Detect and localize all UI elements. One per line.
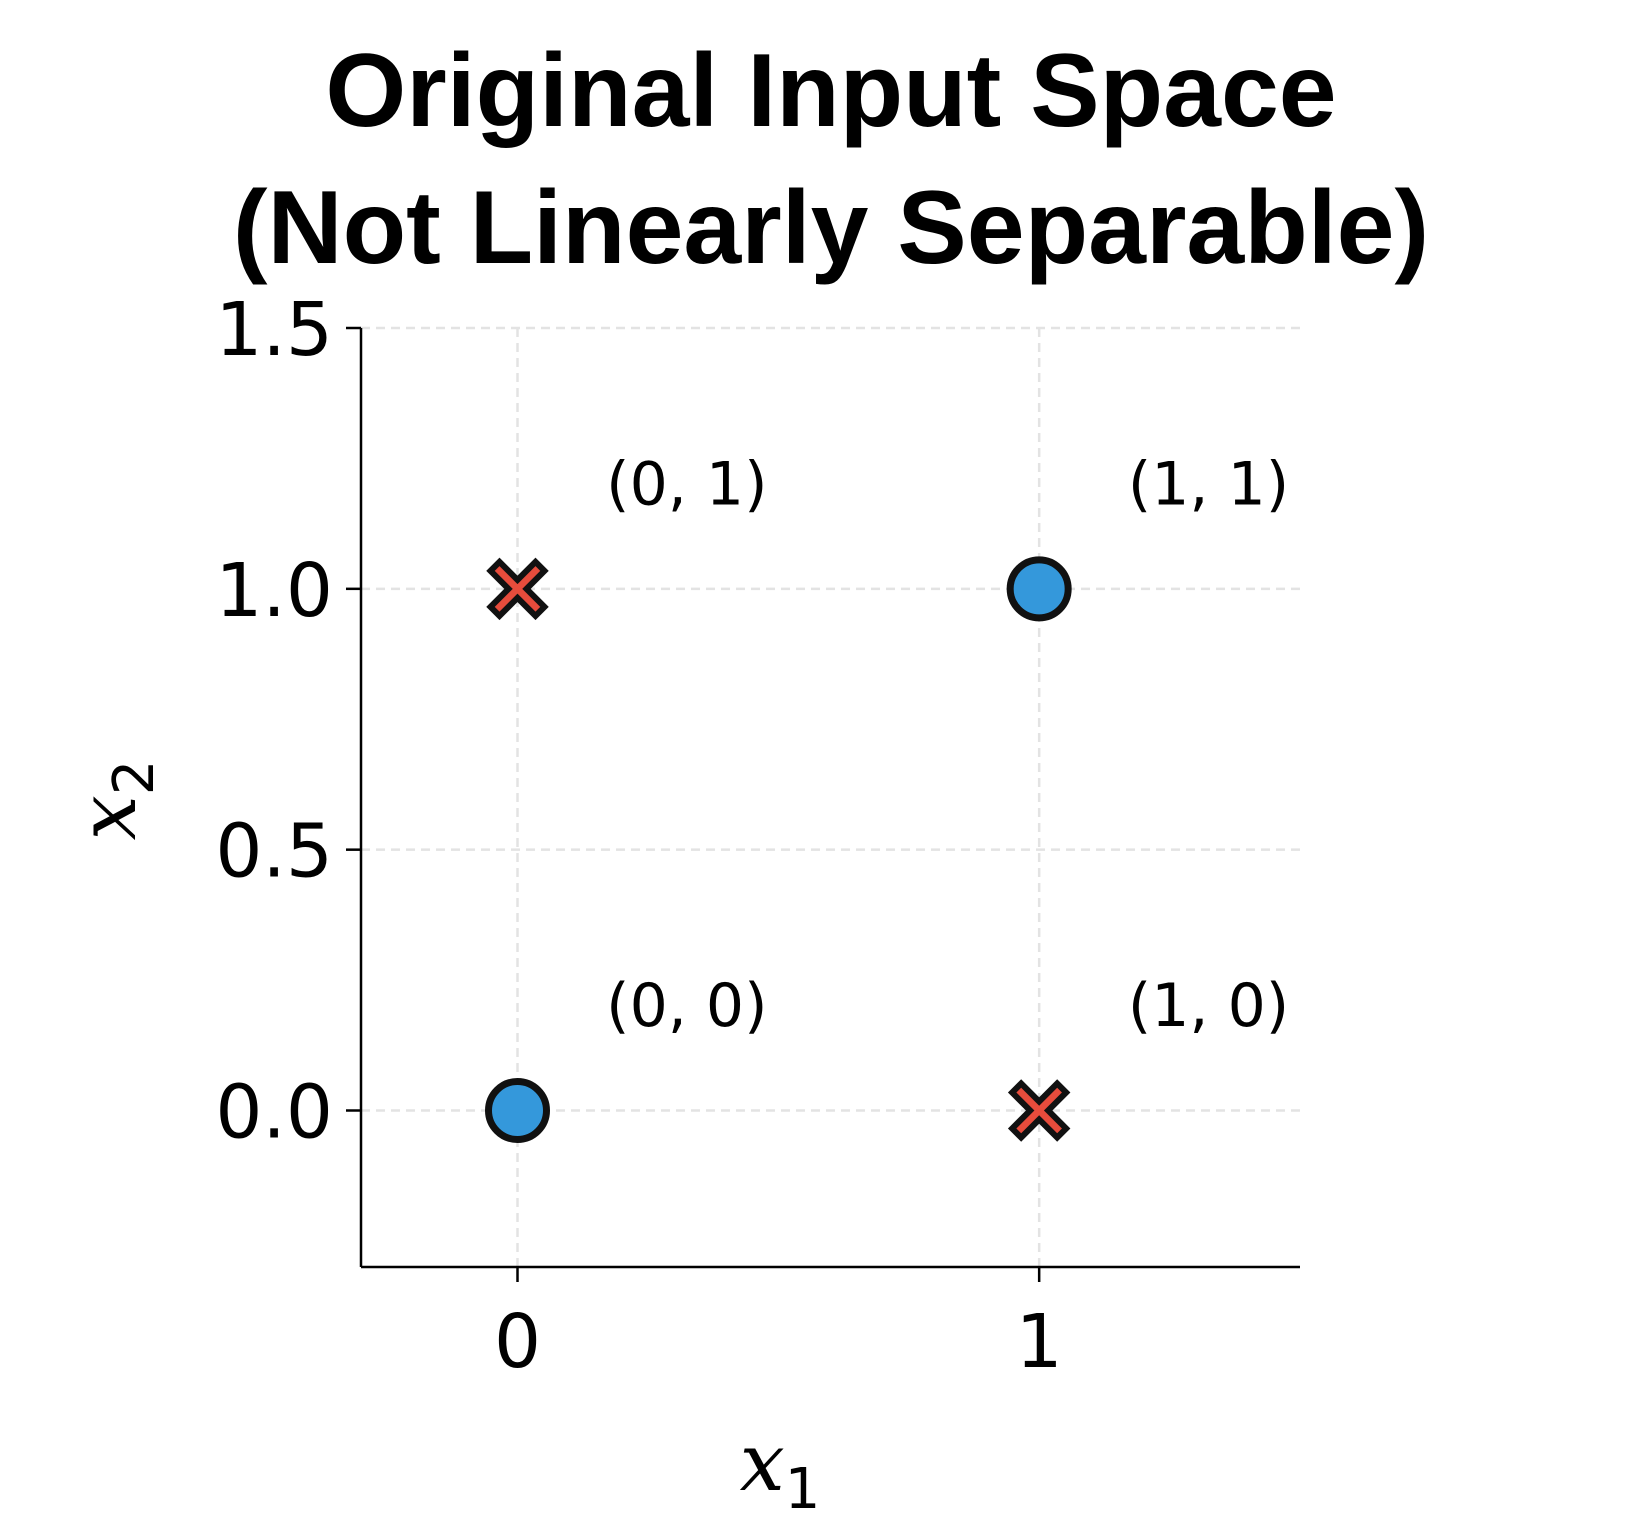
point-annotation: (0, 1) <box>606 450 767 520</box>
x-axis-label: x1 <box>740 1416 821 1522</box>
data-point-x <box>486 557 549 621</box>
chart-title-line-1: Original Input Space <box>325 33 1336 149</box>
y-tick-label: 0.0 <box>215 1070 333 1156</box>
y-tick-label: 1.0 <box>215 548 333 634</box>
data-point-circle <box>485 1078 550 1143</box>
y-tick-label: 1.5 <box>215 287 333 373</box>
data-point-circle <box>1006 556 1072 622</box>
point-annotation: (1, 1) <box>1128 450 1289 520</box>
point-annotation: (1, 0) <box>1128 971 1289 1041</box>
point-annotation: (0, 0) <box>606 971 767 1041</box>
x-tick-label: 0 <box>494 1299 541 1385</box>
x-tick-label: 1 <box>1016 1299 1063 1385</box>
annotations: (0, 0) (0, 1) (1, 0) (1, 1) <box>606 450 1289 1042</box>
data-points <box>485 556 1072 1143</box>
y-axis-label: x2 <box>61 760 167 841</box>
data-point-x <box>1007 1079 1071 1142</box>
chart-title-line-2: (Not Linearly Separable) <box>233 170 1429 286</box>
ticks: 0 1 0.0 0.5 1.0 1.5 <box>215 287 1062 1385</box>
y-tick-label: 0.5 <box>215 809 333 895</box>
